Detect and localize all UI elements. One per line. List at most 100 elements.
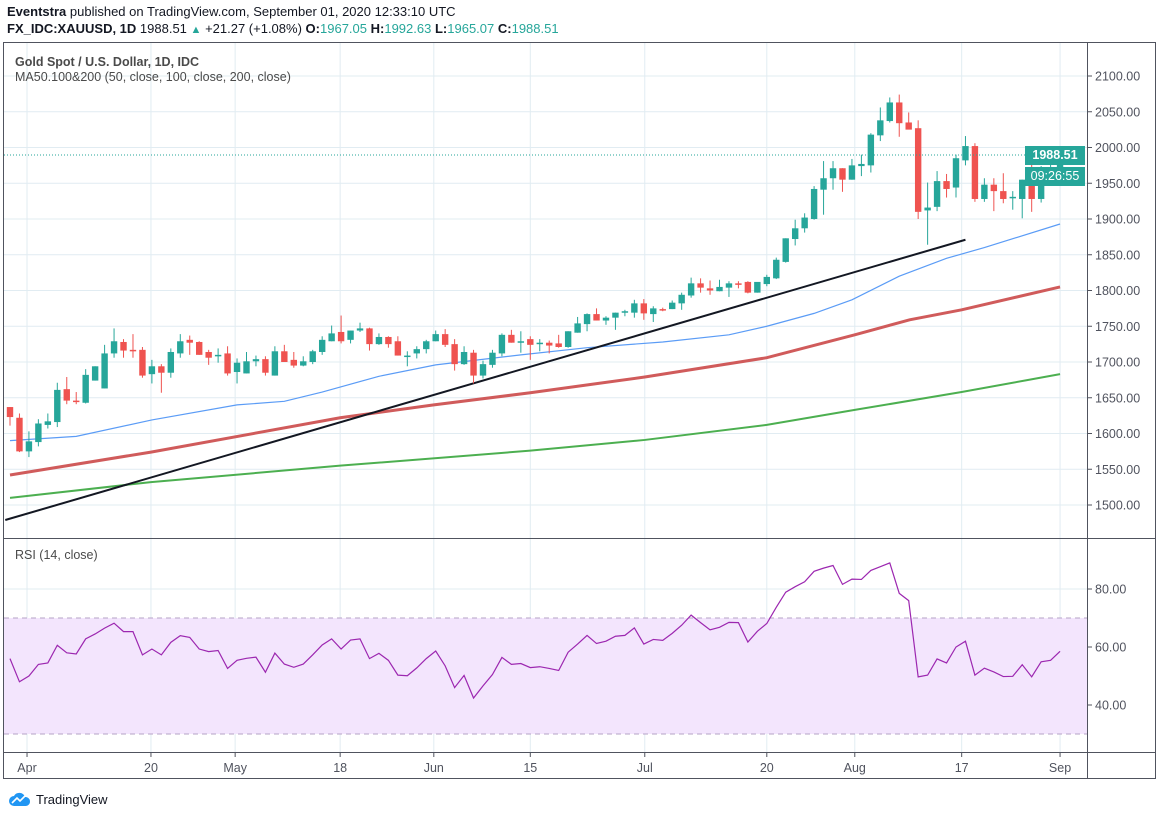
price-tick-label: 1700.00 bbox=[1095, 356, 1140, 370]
candle-body bbox=[1000, 191, 1007, 199]
candle-body bbox=[262, 359, 269, 373]
rsi-tick-label: 40.00 bbox=[1095, 699, 1126, 713]
candle-body bbox=[129, 349, 137, 352]
candle bbox=[262, 356, 269, 376]
candle bbox=[356, 322, 364, 332]
candle-body bbox=[337, 331, 345, 342]
candle bbox=[328, 325, 335, 342]
candle bbox=[205, 349, 212, 365]
candle bbox=[933, 171, 941, 212]
time-tick-label: 18 bbox=[333, 761, 347, 775]
candle bbox=[35, 419, 42, 447]
time-tick-label: 17 bbox=[955, 761, 969, 775]
author-name[interactable]: Eventstra bbox=[7, 4, 67, 19]
candle bbox=[669, 300, 676, 310]
candle-body bbox=[281, 351, 288, 362]
candle bbox=[820, 161, 827, 215]
candle bbox=[697, 278, 704, 293]
price-tick-label: 2000.00 bbox=[1095, 141, 1140, 155]
candle-body bbox=[669, 302, 676, 310]
open-label: O: bbox=[305, 21, 320, 36]
candle bbox=[479, 360, 487, 379]
candle-body bbox=[877, 120, 884, 136]
candle-body bbox=[73, 400, 80, 403]
candle-body bbox=[508, 334, 515, 343]
candle-body bbox=[356, 328, 364, 331]
candle bbox=[687, 277, 695, 298]
candle-body bbox=[233, 362, 241, 373]
candle-body bbox=[905, 122, 912, 130]
candle bbox=[290, 351, 297, 368]
candle bbox=[678, 292, 685, 310]
candle bbox=[943, 173, 950, 198]
candle bbox=[460, 346, 468, 365]
candle-body bbox=[158, 366, 165, 373]
price-tick-label: 1500.00 bbox=[1095, 499, 1140, 513]
candle-body bbox=[697, 283, 704, 288]
rsi-legend[interactable]: RSI (14, close) bbox=[15, 548, 98, 562]
candle bbox=[233, 358, 241, 384]
trendline bbox=[4, 238, 966, 521]
high-label: H: bbox=[370, 21, 385, 36]
candle bbox=[224, 346, 231, 376]
candle-body bbox=[252, 359, 260, 362]
time-tick-label: Aug bbox=[844, 761, 866, 775]
candle-body bbox=[536, 342, 543, 345]
candle bbox=[754, 281, 761, 293]
candle-body bbox=[546, 342, 553, 346]
candle bbox=[952, 154, 960, 198]
tradingview-logo[interactable]: TradingView bbox=[8, 791, 108, 807]
candle bbox=[120, 339, 127, 358]
logo-text: TradingView bbox=[36, 791, 108, 807]
candle-body bbox=[110, 341, 118, 354]
candle-body bbox=[148, 366, 156, 375]
candle-body bbox=[990, 184, 998, 192]
candle bbox=[810, 186, 818, 220]
price-tick-label: 1850.00 bbox=[1095, 248, 1140, 262]
candle-body bbox=[451, 344, 458, 365]
candle bbox=[423, 339, 430, 354]
candle-body bbox=[735, 283, 742, 285]
candle bbox=[25, 431, 33, 458]
ma-legend[interactable]: MA50.100&200 (50, close, 100, close, 200… bbox=[15, 70, 291, 84]
candle bbox=[829, 161, 837, 190]
candle-body bbox=[924, 207, 931, 211]
candle bbox=[177, 334, 184, 358]
close-label: C: bbox=[497, 21, 512, 36]
price-tick-label: 1800.00 bbox=[1095, 284, 1140, 298]
candle bbox=[763, 274, 770, 287]
ma100-line bbox=[9, 285, 1061, 477]
low-label: L: bbox=[434, 21, 448, 36]
candle bbox=[716, 279, 723, 292]
candle-body bbox=[224, 353, 231, 374]
candle-body bbox=[460, 351, 468, 365]
candle-body bbox=[659, 309, 666, 311]
candle bbox=[91, 366, 99, 381]
candle bbox=[858, 154, 865, 177]
candle bbox=[782, 238, 789, 263]
moving-averages bbox=[4, 223, 1061, 521]
candle bbox=[82, 369, 89, 404]
candle-body bbox=[300, 361, 307, 366]
candle-body bbox=[583, 314, 591, 325]
candle bbox=[725, 281, 733, 297]
candle-body bbox=[839, 168, 846, 180]
candle bbox=[848, 158, 856, 180]
candle bbox=[612, 312, 619, 330]
candle-body bbox=[820, 178, 827, 190]
candle bbox=[300, 356, 307, 367]
candle-body bbox=[782, 238, 789, 262]
candle-body bbox=[366, 328, 373, 345]
candle-body bbox=[196, 341, 203, 355]
candle-body bbox=[593, 314, 600, 321]
candle-body bbox=[470, 352, 477, 376]
candle bbox=[706, 280, 714, 295]
chart-title[interactable]: Gold Spot / U.S. Dollar, 1D, IDC bbox=[15, 55, 200, 69]
candle-body bbox=[489, 352, 496, 365]
candle bbox=[867, 133, 875, 173]
candle bbox=[631, 299, 638, 318]
candle bbox=[73, 392, 80, 405]
candle bbox=[527, 336, 534, 360]
candle-body bbox=[441, 334, 449, 345]
